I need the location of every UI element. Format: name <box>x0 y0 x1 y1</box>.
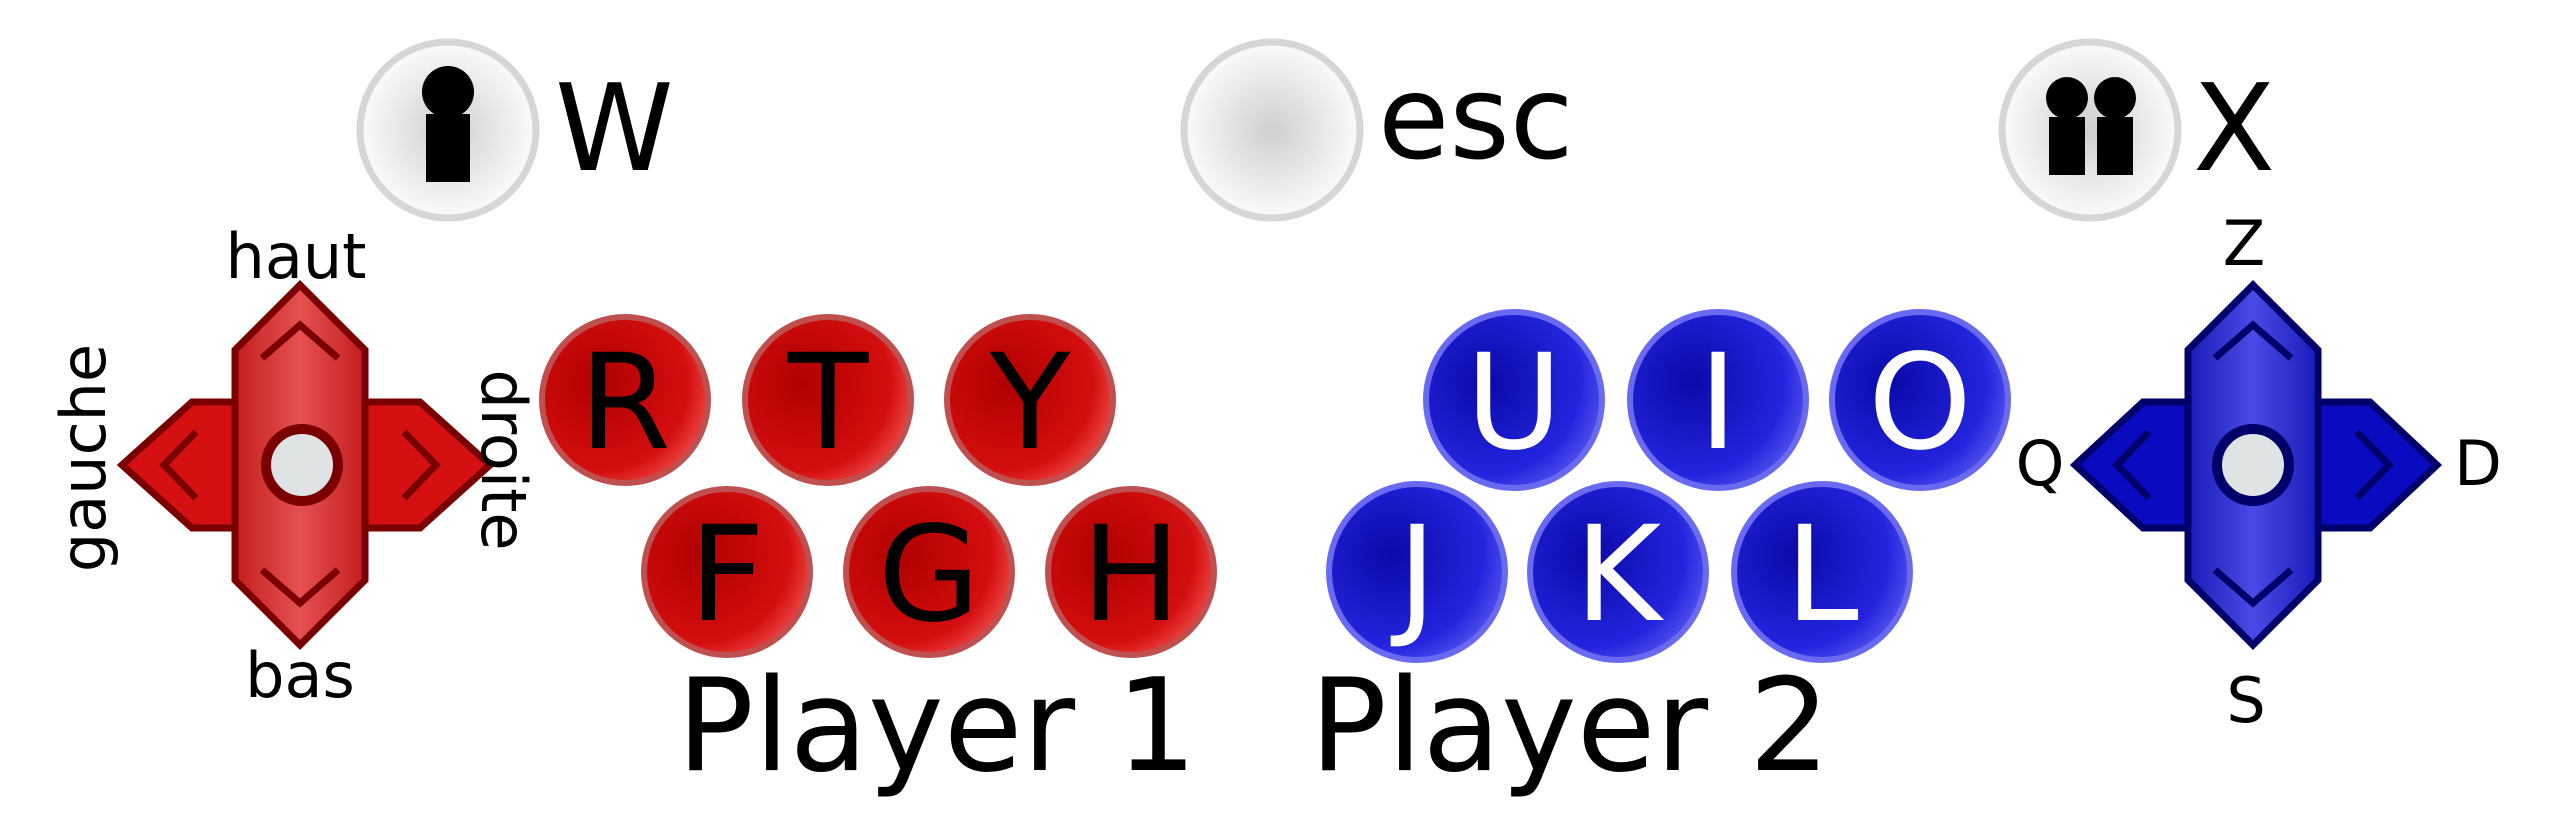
chevron-right-icon <box>401 429 441 501</box>
player2-button-j[interactable]: J <box>1326 481 1508 663</box>
player1-button-f[interactable]: F <box>641 486 813 658</box>
player1-button-h[interactable]: H <box>1045 486 1217 658</box>
player1-dpad-left-label: gauche <box>47 344 120 572</box>
player1-label: Player 1 <box>677 652 1197 801</box>
player1-dpad-down-label: bas <box>245 639 355 712</box>
chevron-down-icon <box>2212 567 2294 608</box>
player1-button-r[interactable]: R <box>539 314 711 486</box>
one-player-key-label: W <box>555 60 674 199</box>
player2-button-o[interactable]: O <box>1829 309 2011 491</box>
player1-button-f-label: F <box>689 498 765 652</box>
escape-button[interactable] <box>1180 38 1364 222</box>
player2-button-l[interactable]: L <box>1731 481 1913 663</box>
chevron-left-icon <box>2112 429 2152 501</box>
player2-dpad-right-label: D <box>2454 427 2502 500</box>
two-players-icon <box>2046 77 2136 175</box>
player1-dpad[interactable] <box>116 280 496 650</box>
player2-button-u[interactable]: U <box>1423 309 1605 491</box>
player1-button-r-label: R <box>579 326 671 480</box>
player2-button-k[interactable]: K <box>1527 481 1709 663</box>
player2-dpad[interactable] <box>2069 280 2443 650</box>
player1-button-g-label: G <box>878 498 980 652</box>
player2-dpad-up-label: Z <box>2223 207 2265 280</box>
player1-button-y[interactable]: Y <box>944 314 1116 486</box>
player1-button-y-label: Y <box>989 326 1071 480</box>
escape-key-label: esc <box>1378 51 1574 186</box>
chevron-right-icon <box>2354 429 2394 501</box>
player1-button-t-label: T <box>787 326 870 480</box>
chevron-left-icon <box>159 429 199 501</box>
one-player-icon <box>422 66 474 182</box>
player1-dpad-up-label: haut <box>226 220 367 293</box>
one-player-button[interactable] <box>356 38 540 222</box>
player1-dpad-right-label: droite <box>467 369 540 550</box>
chevron-up-icon <box>2212 320 2294 361</box>
two-players-button[interactable] <box>1998 38 2182 222</box>
player2-button-k-label: K <box>1575 498 1665 652</box>
player2-label: Player 2 <box>1310 652 1830 801</box>
player1-button-t[interactable]: T <box>742 314 914 486</box>
player2-dpad-down-label: S <box>2226 664 2265 737</box>
player2-dpad-left-label: Q <box>2016 427 2065 500</box>
player1-dpad-center <box>261 424 343 506</box>
player2-dpad-center <box>2212 424 2294 506</box>
player2-button-i[interactable]: I <box>1627 309 1809 491</box>
chevron-down-icon <box>259 567 341 608</box>
chevron-up-icon <box>259 320 341 361</box>
player2-button-j-label: J <box>1391 498 1437 652</box>
player2-button-l-label: L <box>1785 498 1859 652</box>
player1-button-h-label: H <box>1081 498 1180 652</box>
player2-button-i-label: I <box>1699 326 1738 480</box>
player2-button-u-label: U <box>1466 326 1563 480</box>
player2-button-o-label: O <box>1868 326 1972 480</box>
player1-button-g[interactable]: G <box>843 486 1015 658</box>
two-players-key-label: X <box>2193 60 2275 199</box>
